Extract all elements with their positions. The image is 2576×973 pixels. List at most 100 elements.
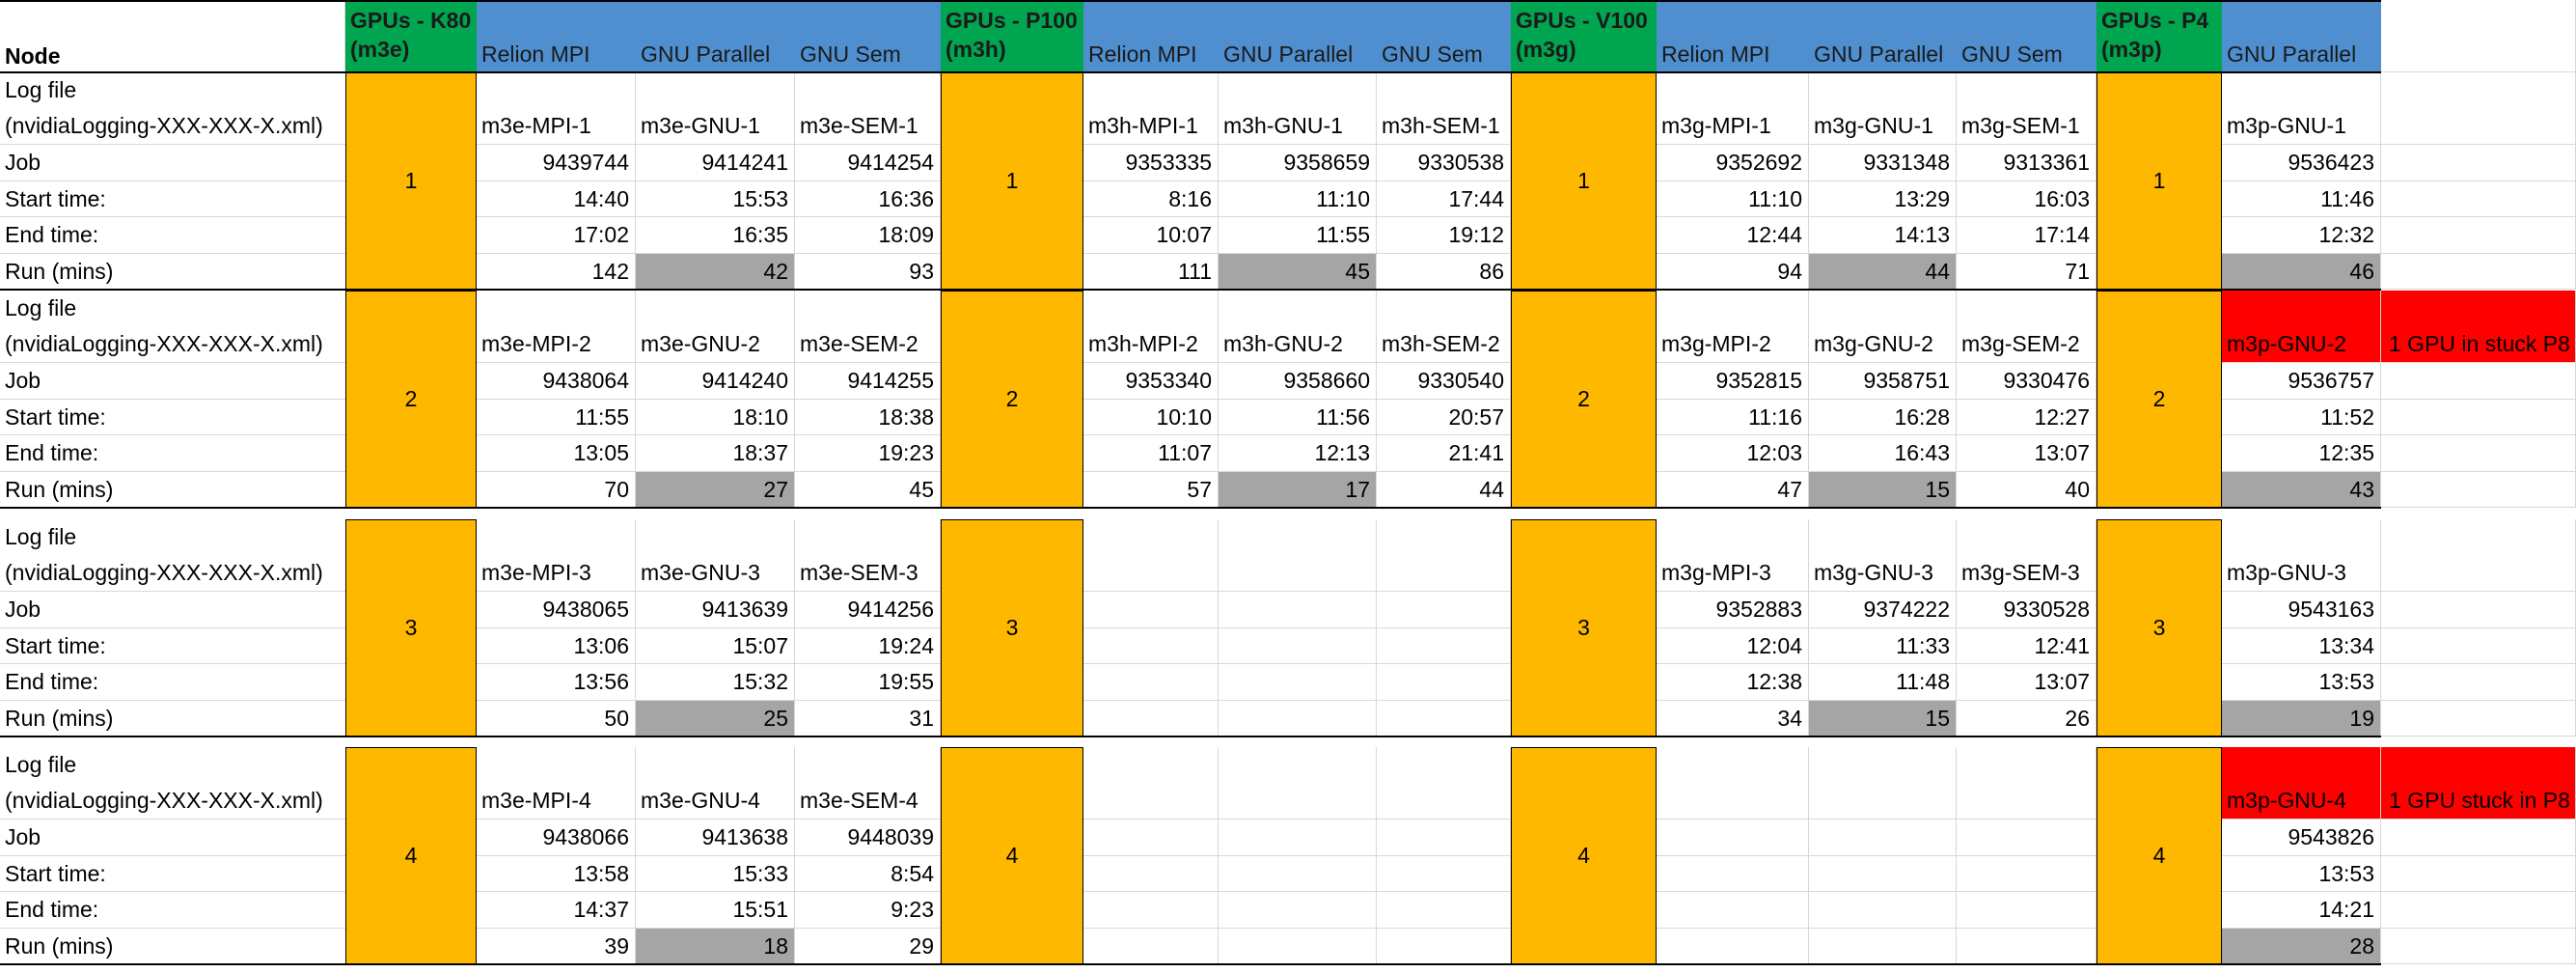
node-block-1[interactable]: 3 [345, 519, 477, 737]
log-file-cell[interactable] [1377, 747, 1511, 820]
start-time-cell[interactable]: 8:16 [1083, 181, 1219, 218]
run-mins-cell[interactable]: 46 [2222, 253, 2381, 291]
row-label-run[interactable]: Run (mins) [0, 929, 345, 965]
log-file-cell[interactable]: m3e-GNU-4 [636, 747, 795, 820]
end-time-cell[interactable] [1083, 664, 1219, 701]
empty-cell[interactable] [2381, 700, 2576, 737]
end-time-cell[interactable]: 9:23 [795, 892, 941, 929]
log-file-cell[interactable]: m3e-SEM-3 [795, 519, 941, 592]
node-block-1[interactable]: 4 [345, 747, 477, 965]
log-file-cell[interactable]: m3h-GNU-1 [1219, 72, 1377, 145]
job-id-cell[interactable]: 9414256 [795, 592, 941, 628]
row-label-log-file[interactable]: Log file (nvidiaLogging-XXX-XXX-X.xml) [0, 747, 345, 820]
row-label-end[interactable]: End time: [0, 664, 345, 701]
end-time-cell[interactable]: 15:51 [636, 892, 795, 929]
log-file-cell[interactable]: m3e-GNU-3 [636, 519, 795, 592]
start-time-cell[interactable]: 20:57 [1377, 399, 1511, 436]
header-gpu-group-4[interactable]: GPUs - P4 (m3p) [2096, 0, 2222, 72]
log-file-cell[interactable]: m3e-SEM-2 [795, 291, 941, 363]
job-id-cell[interactable] [1219, 820, 1377, 856]
job-id-cell[interactable]: 9330540 [1377, 363, 1511, 400]
log-file-cell[interactable]: m3g-GNU-1 [1809, 72, 1957, 145]
row-label-start[interactable]: Start time: [0, 400, 345, 436]
job-id-cell[interactable]: 9352883 [1657, 592, 1809, 628]
start-time-cell[interactable]: 13:06 [477, 627, 636, 665]
start-time-cell[interactable] [1957, 855, 2096, 893]
job-id-cell[interactable]: 9536757 [2222, 363, 2381, 400]
run-mins-cell[interactable]: 19 [2222, 700, 2381, 737]
start-time-cell[interactable]: 15:53 [636, 181, 795, 218]
end-time-cell[interactable]: 19:23 [795, 435, 941, 472]
row-label-log-file[interactable]: Log file (nvidiaLogging-XXX-XXX-X.xml) [0, 72, 345, 145]
log-file-cell[interactable]: m3g-GNU-2 [1809, 291, 1957, 363]
run-mins-cell[interactable] [1377, 928, 1511, 965]
run-mins-cell[interactable]: 45 [795, 471, 941, 509]
header-empty-cell[interactable] [2381, 0, 2576, 72]
log-file-cell[interactable]: m3p-GNU-4 [2222, 747, 2381, 820]
job-id-cell[interactable] [1083, 592, 1219, 628]
start-time-cell[interactable]: 13:34 [2222, 627, 2381, 665]
empty-cell[interactable] [2381, 181, 2576, 218]
node-block-4[interactable]: 3 [2096, 519, 2222, 737]
start-time-cell[interactable]: 16:03 [1957, 181, 2096, 218]
empty-cell[interactable] [2381, 928, 2576, 965]
end-time-cell[interactable]: 13:07 [1957, 664, 2096, 701]
end-time-cell[interactable]: 12:03 [1657, 435, 1809, 472]
log-file-cell[interactable]: m3g-SEM-2 [1957, 291, 2096, 363]
node-block-4[interactable]: 1 [2096, 72, 2222, 291]
log-file-cell[interactable] [1957, 747, 2096, 820]
run-mins-cell[interactable]: 43 [2222, 471, 2381, 509]
node-block-4[interactable]: 2 [2096, 291, 2222, 509]
empty-cell[interactable] [2381, 627, 2576, 665]
row-label-run[interactable]: Run (mins) [0, 254, 345, 291]
end-time-cell[interactable]: 13:53 [2222, 664, 2381, 701]
run-mins-cell[interactable]: 111 [1083, 253, 1219, 291]
job-id-cell[interactable] [1377, 592, 1511, 628]
run-mins-cell[interactable]: 15 [1809, 471, 1957, 509]
run-mins-cell[interactable]: 57 [1083, 471, 1219, 509]
end-time-cell[interactable]: 16:35 [636, 217, 795, 254]
empty-cell[interactable] [2381, 471, 2576, 509]
log-file-cell[interactable]: m3h-SEM-1 [1377, 72, 1511, 145]
run-mins-cell[interactable]: 86 [1377, 253, 1511, 291]
start-time-cell[interactable] [1657, 855, 1809, 893]
row-label-end[interactable]: End time: [0, 217, 345, 254]
end-time-cell[interactable] [1809, 892, 1957, 929]
end-time-cell[interactable] [1083, 892, 1219, 929]
job-id-cell[interactable]: 9414254 [795, 145, 941, 181]
run-mins-cell[interactable]: 44 [1809, 253, 1957, 291]
row-label-run[interactable]: Run (mins) [0, 472, 345, 509]
empty-cell[interactable] [2381, 399, 2576, 436]
row-label-run[interactable]: Run (mins) [0, 701, 345, 737]
start-time-cell[interactable]: 11:33 [1809, 627, 1957, 665]
run-mins-cell[interactable]: 39 [477, 928, 636, 965]
header-method-8[interactable]: GNU Parallel [1809, 0, 1957, 72]
start-time-cell[interactable]: 19:24 [795, 627, 941, 665]
start-time-cell[interactable]: 13:29 [1809, 181, 1957, 218]
start-time-cell[interactable]: 12:41 [1957, 627, 2096, 665]
log-file-cell[interactable]: m3h-MPI-1 [1083, 72, 1219, 145]
node-block-3[interactable]: 2 [1511, 291, 1657, 509]
header-method-4[interactable]: Relion MPI [1083, 0, 1219, 72]
job-id-cell[interactable]: 9352815 [1657, 363, 1809, 400]
log-file-cell[interactable]: m3g-MPI-1 [1657, 72, 1809, 145]
log-file-cell[interactable]: m3g-SEM-3 [1957, 519, 2096, 592]
header-node-cell[interactable]: Node [0, 0, 345, 72]
job-id-cell[interactable]: 9330538 [1377, 145, 1511, 181]
start-time-cell[interactable]: 8:54 [795, 855, 941, 893]
end-time-cell[interactable]: 18:09 [795, 217, 941, 254]
run-mins-cell[interactable] [1083, 700, 1219, 737]
run-mins-cell[interactable] [1809, 928, 1957, 965]
log-file-cell[interactable]: m3h-MPI-2 [1083, 291, 1219, 363]
start-time-cell[interactable]: 15:33 [636, 855, 795, 893]
log-file-cell[interactable]: m3p-GNU-3 [2222, 519, 2381, 592]
end-time-cell[interactable]: 11:07 [1083, 435, 1219, 472]
run-mins-cell[interactable]: 28 [2222, 928, 2381, 965]
job-id-cell[interactable]: 9414241 [636, 145, 795, 181]
end-time-cell[interactable]: 12:38 [1657, 664, 1809, 701]
end-time-cell[interactable] [1219, 892, 1377, 929]
node-block-4[interactable]: 4 [2096, 747, 2222, 965]
run-mins-cell[interactable]: 40 [1957, 471, 2096, 509]
start-time-cell[interactable]: 16:28 [1809, 399, 1957, 436]
log-file-cell[interactable]: m3p-GNU-2 [2222, 291, 2381, 363]
